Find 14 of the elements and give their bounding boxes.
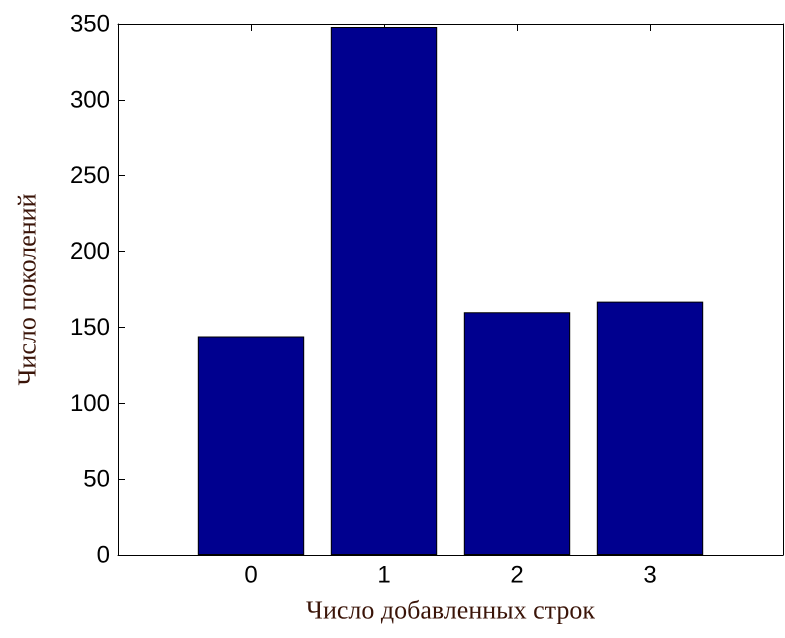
x-axis-title: Число добавленных строк [306,596,596,624]
y-tick-label: 350 [70,10,110,38]
x-tick-label: 1 [377,562,391,588]
x-tick-label: 0 [244,562,258,588]
y-tick-label: 50 [83,466,110,493]
y-tick-label: 200 [70,238,110,266]
y-tick-label: 250 [70,162,110,190]
y-axis-title: Число поколений [12,193,42,386]
x-tick-label: 2 [510,562,524,588]
y-tick-label: 100 [70,390,110,417]
y-tick-label: 300 [70,86,110,114]
y-tick-label: 0 [96,542,110,568]
x-tick-label: 3 [643,562,657,588]
y-tick-label: 150 [70,314,110,341]
